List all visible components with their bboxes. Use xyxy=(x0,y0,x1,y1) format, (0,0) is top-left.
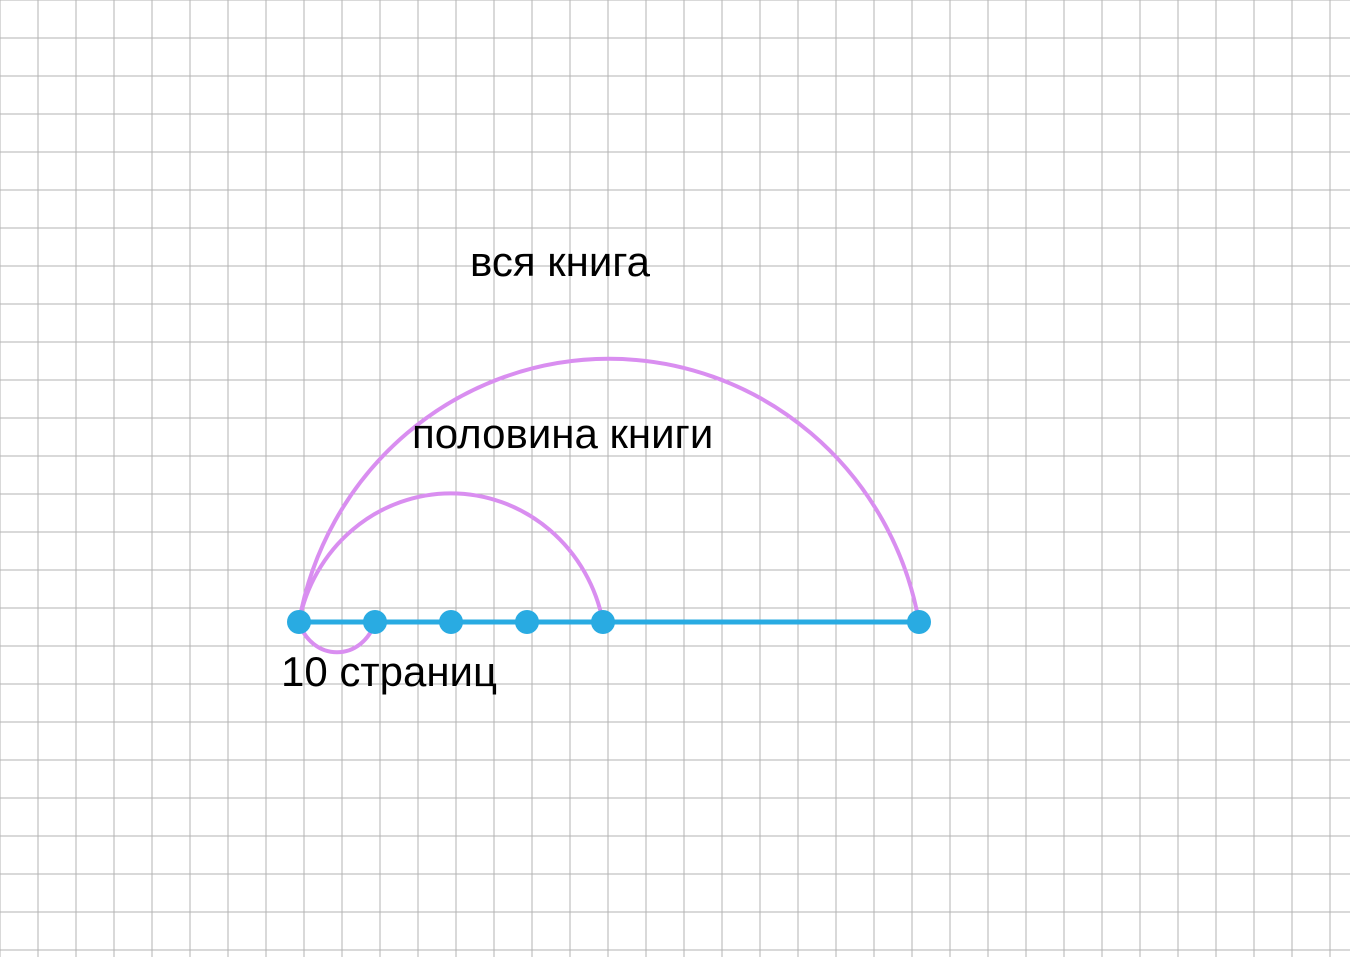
diagram-svg xyxy=(0,0,1350,957)
number-line-point xyxy=(591,610,615,634)
label-half-book: половина книги xyxy=(412,410,713,458)
label-ten-pages: 10 страниц xyxy=(281,648,497,696)
label-whole-book: вся книга xyxy=(470,238,650,286)
diagram-canvas: вся книга половина книги 10 страниц xyxy=(0,0,1350,957)
number-line xyxy=(287,610,931,634)
number-line-point xyxy=(515,610,539,634)
grid xyxy=(0,0,1350,957)
arc-whole-book xyxy=(299,359,919,622)
arc-half-book xyxy=(299,493,603,622)
number-line-point xyxy=(439,610,463,634)
number-line-point xyxy=(363,610,387,634)
number-line-point xyxy=(907,610,931,634)
number-line-point xyxy=(287,610,311,634)
